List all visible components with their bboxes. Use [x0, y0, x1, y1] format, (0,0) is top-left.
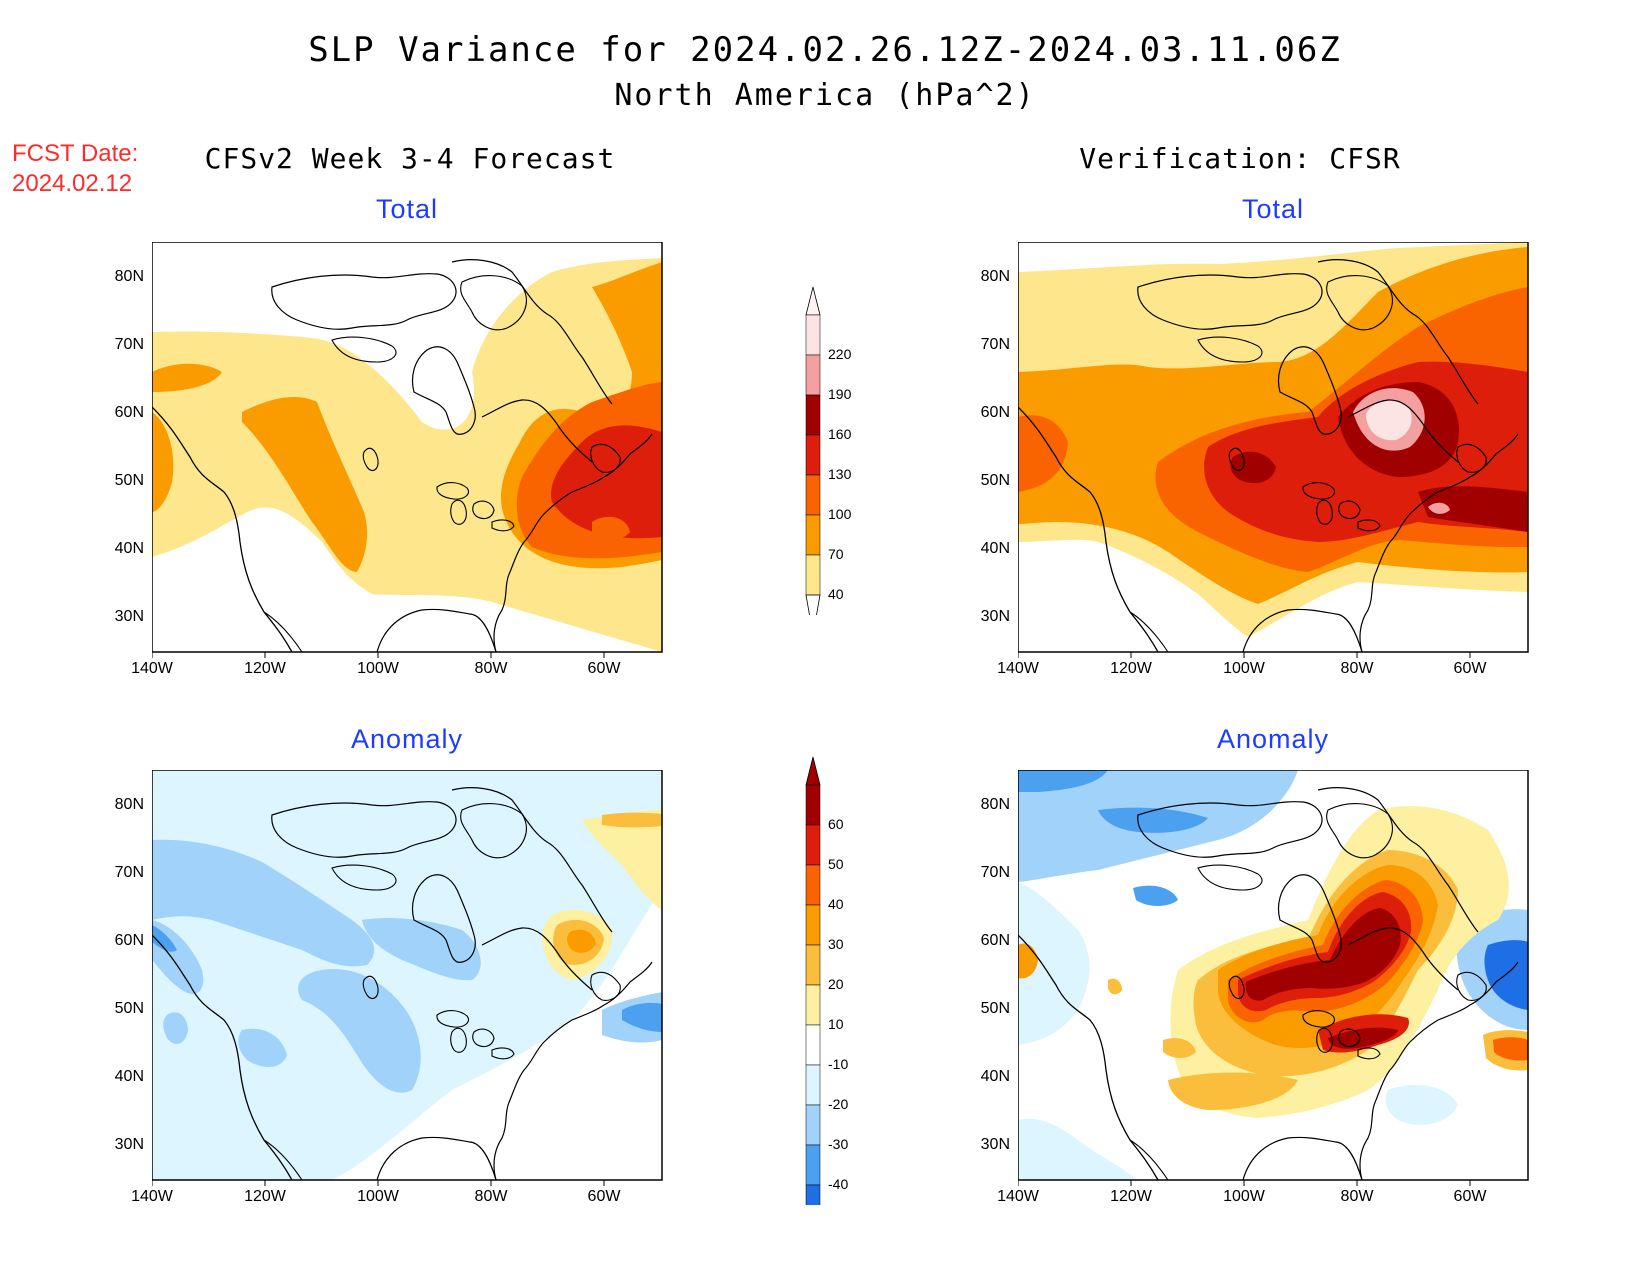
colorbar-swatch	[805, 1024, 821, 1066]
lat-label: 40N	[980, 1068, 1010, 1085]
lon-label: 100W	[357, 660, 399, 677]
colorbar-swatch	[805, 314, 821, 356]
lat-label: 60N	[114, 932, 144, 949]
lat-label: 60N	[114, 404, 144, 421]
colorbar-swatch	[805, 354, 821, 396]
colorbar-swatch	[805, 784, 821, 826]
colorbar-level-label: 220	[828, 346, 852, 362]
lat-label: 30N	[114, 608, 144, 625]
colorbar-swatch	[805, 394, 821, 436]
lon-label: 120W	[1110, 660, 1152, 677]
lon-label: 120W	[1110, 1188, 1152, 1205]
forecast-column-title: CFSv2 Week 3-4 Forecast	[204, 142, 616, 175]
colorbar-swatch	[805, 1104, 821, 1146]
colorbar-level-label: 70	[828, 546, 844, 562]
colorbar-anomaly	[805, 756, 821, 1205]
lat-label: 80N	[980, 796, 1010, 813]
colorbar-level-label: 100	[828, 506, 852, 522]
lat-label: 50N	[980, 1000, 1010, 1017]
lat-label: 80N	[114, 796, 144, 813]
lat-label: 30N	[980, 608, 1010, 625]
colorbar-swatch	[805, 514, 821, 556]
colorbar-level-label: 190	[828, 386, 852, 402]
fcst-date-label: FCST Date:	[12, 140, 139, 167]
colorbar-level-label: 20	[828, 976, 844, 992]
colorbar-level-label: 10	[828, 1016, 844, 1032]
colorbar-level-label: -30	[828, 1136, 849, 1152]
lon-label: 140W	[997, 660, 1039, 677]
colorbar-level-label: 160	[828, 426, 852, 442]
colorbar-swatch	[805, 554, 821, 596]
lon-label: 60W	[587, 660, 621, 677]
colorbar-level-label: 130	[828, 466, 852, 482]
lat-label: 30N	[114, 1136, 144, 1153]
colorbar-total	[805, 286, 821, 615]
lat-label: 40N	[980, 540, 1010, 557]
colorbar-swatch	[805, 904, 821, 946]
fcst-date-value: 2024.02.12	[12, 170, 133, 197]
colorbar-swatch	[805, 1064, 821, 1106]
colorbar-level-label: 60	[828, 816, 844, 832]
lon-label: 60W	[587, 1188, 621, 1205]
panel-forecast-anomaly-title: Anomaly	[350, 724, 464, 754]
colorbar-swatch	[805, 434, 821, 476]
lon-label: 80W	[474, 660, 508, 677]
lat-label: 40N	[114, 1068, 144, 1085]
colorbar-swatch	[805, 1144, 821, 1186]
lon-label: 140W	[131, 660, 173, 677]
lat-label: 40N	[114, 540, 144, 557]
lon-label: 140W	[997, 1188, 1039, 1205]
lat-label: 50N	[980, 472, 1010, 489]
lat-label: 70N	[980, 864, 1010, 881]
lat-label: 70N	[114, 864, 144, 881]
lat-label: 50N	[114, 472, 144, 489]
colorbar-swatch	[805, 474, 821, 516]
lon-label: 120W	[244, 660, 286, 677]
lat-label: 70N	[980, 336, 1010, 353]
colorbar-level-label: 50	[828, 856, 844, 872]
lat-label: 80N	[114, 268, 144, 285]
colorbar-level-label: -10	[828, 1056, 849, 1072]
lon-label: 100W	[1223, 660, 1265, 677]
lat-label: 80N	[980, 268, 1010, 285]
colorbar-swatch	[805, 1184, 821, 1205]
colorbar-top-triangle	[805, 756, 821, 786]
lat-label: 60N	[980, 404, 1010, 421]
colorbar-swatch	[805, 984, 821, 1026]
lon-label: 140W	[131, 1188, 173, 1205]
map-forecast-total	[152, 242, 663, 659]
colorbar-top-triangle	[805, 286, 821, 316]
map-forecast-anomaly	[152, 770, 663, 1187]
colorbar-swatch	[805, 824, 821, 866]
colorbar-swatch	[805, 864, 821, 906]
lon-label: 60W	[1453, 660, 1487, 677]
colorbar-level-label: -40	[828, 1176, 849, 1192]
main-subtitle: North America (hPa^2)	[614, 78, 1036, 113]
colorbar-swatch	[805, 944, 821, 986]
panel-verification-anomaly-title: Anomaly	[1216, 724, 1330, 754]
colorbar-level-label: -20	[828, 1096, 849, 1112]
lat-label: 30N	[980, 1136, 1010, 1153]
colorbar-level-label: 40	[828, 896, 844, 912]
map-verification-total	[1018, 242, 1529, 659]
main-title: SLP Variance for 2024.02.26.12Z-2024.03.…	[308, 30, 1342, 70]
lon-label: 80W	[1340, 1188, 1374, 1205]
panel-forecast-total-title: Total	[375, 194, 439, 224]
lat-label: 70N	[114, 336, 144, 353]
lat-label: 50N	[114, 1000, 144, 1017]
map-verification-anomaly	[1018, 770, 1529, 1187]
lon-label: 100W	[1223, 1188, 1265, 1205]
colorbar-bottom-triangle	[805, 594, 821, 615]
colorbar-level-label: 30	[828, 936, 844, 952]
colorbar-level-label: 40	[828, 586, 844, 602]
verification-column-title: Verification: CFSR	[1079, 142, 1401, 175]
lon-label: 80W	[474, 1188, 508, 1205]
lon-label: 120W	[244, 1188, 286, 1205]
lat-label: 60N	[980, 932, 1010, 949]
lon-label: 60W	[1453, 1188, 1487, 1205]
lon-label: 100W	[357, 1188, 399, 1205]
panel-verification-total-title: Total	[1241, 194, 1305, 224]
lon-label: 80W	[1340, 660, 1374, 677]
